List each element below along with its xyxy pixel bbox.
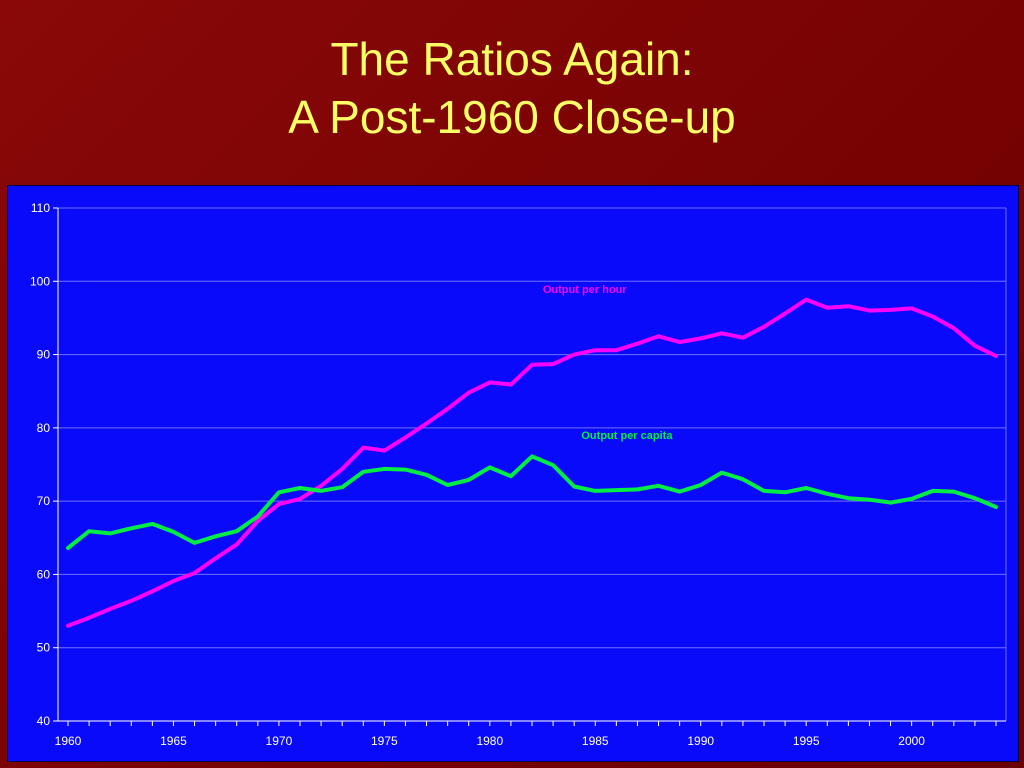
x-tick-label: 1990 <box>687 734 714 748</box>
x-tick-label: 1985 <box>582 734 609 748</box>
series-line-output-per-capita <box>66 454 998 550</box>
x-tick-label: 1970 <box>266 734 293 748</box>
x-tick-label: 1995 <box>793 734 820 748</box>
y-tick-label: 50 <box>37 641 51 655</box>
y-tick-label: 60 <box>37 567 51 581</box>
series-labels: Output per hour Output per capita <box>543 284 673 442</box>
y-tick-label: 100 <box>30 274 50 288</box>
x-tick-label: 2000 <box>898 734 925 748</box>
y-axis-tick-labels: 40 50 60 70 80 90 100 110 <box>30 201 50 728</box>
x-tick-label: 1980 <box>476 734 503 748</box>
y-tick-label: 80 <box>37 421 51 435</box>
x-tick-label: 1965 <box>160 734 187 748</box>
slide-title-line-2: A Post-1960 Close-up <box>288 91 736 143</box>
slide-title: The Ratios Again: A Post-1960 Close-up <box>0 30 1024 146</box>
y-tick-label: 90 <box>37 348 51 362</box>
x-axis-tick-labels: 1960 1965 1970 1975 1980 1985 1990 1995 2000 <box>55 734 926 748</box>
y-tick-label: 40 <box>37 714 51 728</box>
series-line-output-per-hour <box>66 297 998 628</box>
x-tick-label: 1975 <box>371 734 398 748</box>
grid-lines <box>58 207 1007 722</box>
slide-title-line-1: The Ratios Again: <box>330 33 694 85</box>
y-tick-label: 110 <box>31 201 50 215</box>
chart-panel: 40 50 60 70 80 90 100 110 1960 1965 1970 1975 1980 1… <box>7 185 1019 762</box>
series-label-output-per-hour: Output per hour <box>543 284 627 296</box>
y-tick-label: 70 <box>37 494 51 508</box>
series-lines <box>66 297 998 628</box>
axes <box>53 207 1006 726</box>
x-tick-label: 1960 <box>55 734 82 748</box>
series-label-output-per-capita: Output per capita <box>581 430 673 442</box>
